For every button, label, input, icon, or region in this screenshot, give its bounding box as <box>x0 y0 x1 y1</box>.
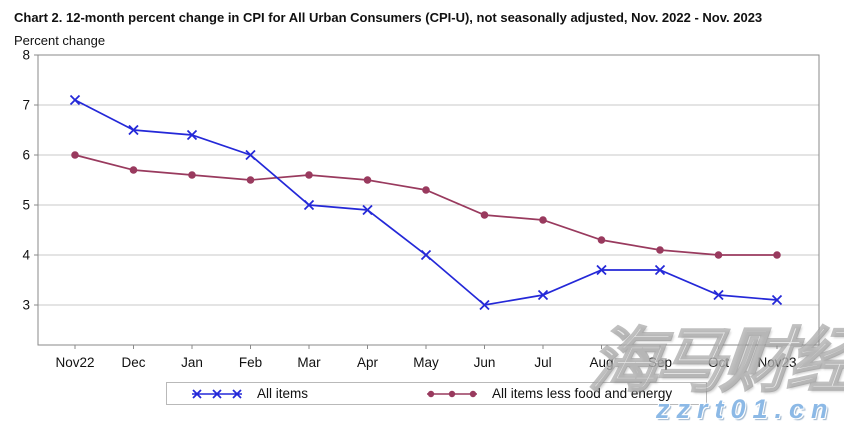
chart-title: Chart 2. 12-month percent change in CPI … <box>14 10 763 25</box>
series-all-items <box>69 94 783 311</box>
y-tick-label: 8 <box>22 48 30 63</box>
x-tick-label-Aug: Aug <box>589 355 613 370</box>
x-tick-label-Oct: Oct <box>708 355 729 370</box>
all-items-line-marker-icon <box>192 388 242 399</box>
y-tick-label: 5 <box>22 198 30 213</box>
y-tick-label: 7 <box>22 98 30 113</box>
core-line-marker-icon <box>427 390 478 397</box>
series-all-items-less-food-and-energy <box>71 151 781 259</box>
x-tick-label-Feb: Feb <box>239 355 262 370</box>
y-tick-label: 6 <box>22 148 30 163</box>
legend-entry-all-items: All items <box>191 386 308 401</box>
x-tick-label-Sep: Sep <box>648 355 672 370</box>
x-tick-label-Jun: Jun <box>474 355 496 370</box>
y-tick-label: 4 <box>22 248 30 263</box>
legend-entry-core: All items less food and energy <box>426 386 672 401</box>
x-tick-label-Mar: Mar <box>297 355 321 370</box>
x-tick-label-May: May <box>413 355 439 370</box>
legend-label-core: All items less food and energy <box>492 386 673 401</box>
x-tick-label-Apr: Apr <box>357 355 379 370</box>
legend-label-all-items: All items <box>257 386 309 401</box>
y-tick-label: 3 <box>22 298 30 313</box>
plot-border <box>37 54 820 346</box>
x-tick-label-Nov22: Nov22 <box>55 355 94 370</box>
x-tick-label-Nov23: Nov23 <box>757 355 796 370</box>
x-tick-label-Jan: Jan <box>181 355 203 370</box>
y-axis-unit-label: Percent change <box>14 33 106 48</box>
chart-legend: All items All items less food and energy <box>166 382 707 405</box>
x-tick-label-Dec: Dec <box>121 355 145 370</box>
x-tick-label-Jul: Jul <box>534 355 551 370</box>
